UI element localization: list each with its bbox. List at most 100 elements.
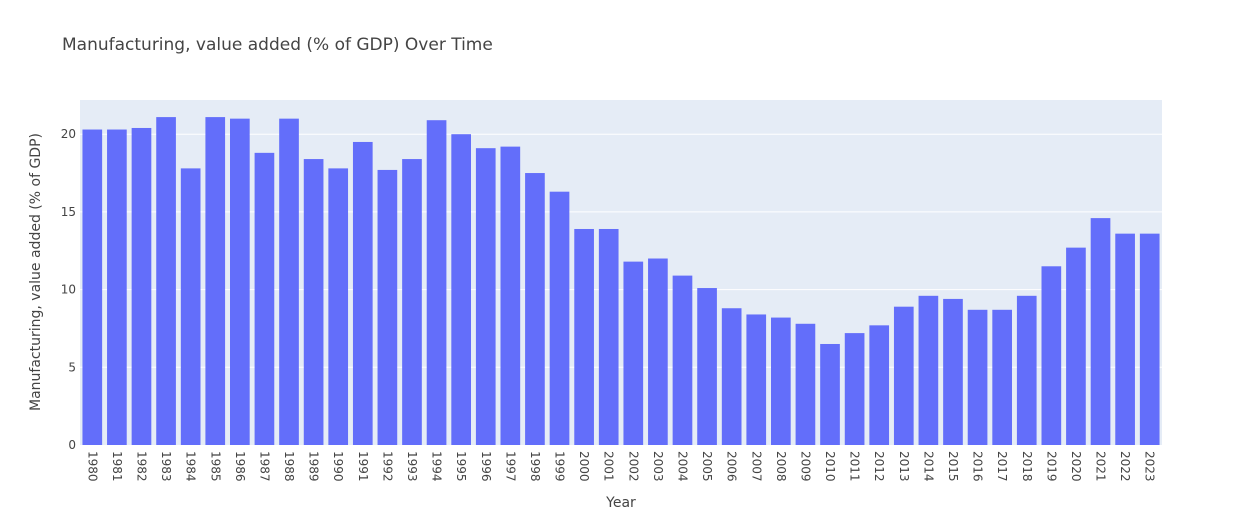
y-axis-ticks: 0 5 10 15 20 <box>61 127 76 452</box>
x-axis-ticks: 1980 1981 1982 1983 1984 1985 1986 1987 1988 1989… <box>85 451 1156 482</box>
bar-1981 <box>107 129 127 445</box>
x-tick-label: 2014 <box>921 451 935 482</box>
bar-1991 <box>352 141 373 445</box>
bar-2011 <box>844 333 865 445</box>
y-tick-label: 10 <box>61 283 76 297</box>
x-tick-label: 2006 <box>725 451 739 482</box>
y-tick-label: 15 <box>61 205 76 219</box>
x-tick-label: 1992 <box>380 451 394 482</box>
x-tick-label: 1990 <box>331 451 345 482</box>
x-tick-label: 2015 <box>946 451 960 482</box>
bar-2009 <box>795 323 816 445</box>
x-tick-label: 1982 <box>134 451 148 482</box>
bar-2021 <box>1090 218 1111 445</box>
y-axis-title: Manufacturing, value added (% of GDP) <box>28 133 44 411</box>
bar-2023 <box>1139 233 1160 445</box>
x-tick-label: 2003 <box>651 451 665 482</box>
bar-2004 <box>672 275 693 445</box>
bar-1985 <box>205 117 226 445</box>
bar-2014 <box>918 295 939 445</box>
x-tick-label: 2021 <box>1094 451 1108 482</box>
x-tick-label: 1995 <box>454 451 468 482</box>
x-tick-label: 1984 <box>184 451 198 482</box>
bar-2010 <box>820 343 840 445</box>
bar-2005 <box>697 288 717 445</box>
bar-1988 <box>279 118 299 445</box>
x-tick-label: 2000 <box>577 451 591 482</box>
x-tick-label: 1986 <box>233 451 247 482</box>
bar-1987 <box>254 152 275 446</box>
y-tick-label: 20 <box>61 127 76 141</box>
bar-2017 <box>992 309 1012 445</box>
bar-2019 <box>1041 266 1062 445</box>
x-tick-label: 2019 <box>1044 451 1058 482</box>
x-tick-label: 2004 <box>675 451 689 482</box>
x-tick-label: 2001 <box>602 451 616 482</box>
x-tick-label: 2009 <box>798 451 812 482</box>
bar-1999 <box>549 191 570 445</box>
x-tick-label: 2005 <box>700 451 714 482</box>
bar-1980 <box>82 129 103 445</box>
x-tick-label: 1993 <box>405 451 419 482</box>
bar-1997 <box>500 146 521 445</box>
x-tick-label: 1989 <box>307 451 321 482</box>
bar-2003 <box>648 258 668 445</box>
bar-2007 <box>746 314 767 445</box>
x-tick-label: 1983 <box>159 451 173 482</box>
x-tick-label: 1999 <box>553 451 567 482</box>
x-tick-label: 2018 <box>1020 451 1034 482</box>
bar-1995 <box>451 134 471 445</box>
x-tick-label: 2011 <box>848 451 862 482</box>
x-tick-label: 2002 <box>626 451 640 482</box>
bar-1984 <box>180 168 201 446</box>
x-tick-label: 1997 <box>503 451 517 482</box>
bar-2013 <box>893 306 914 445</box>
x-tick-label: 2023 <box>1143 451 1157 482</box>
x-tick-label: 2010 <box>823 451 837 482</box>
y-tick-label: 0 <box>68 438 76 452</box>
x-tick-label: 1996 <box>479 451 493 482</box>
bar-1983 <box>156 117 176 445</box>
bar-2006 <box>721 308 742 445</box>
x-tick-label: 1991 <box>356 451 370 482</box>
bar-2016 <box>967 309 988 445</box>
bars <box>82 117 1160 446</box>
bar-1990 <box>328 168 349 446</box>
x-tick-label: 2016 <box>971 451 985 482</box>
x-axis-title: Year <box>605 495 636 511</box>
x-tick-label: 2020 <box>1069 451 1083 482</box>
y-tick-label: 5 <box>68 360 76 374</box>
x-tick-label: 1985 <box>208 451 222 482</box>
x-tick-label: 2008 <box>774 451 788 482</box>
chart-title: Manufacturing, value added (% of GDP) Ov… <box>62 35 493 55</box>
x-tick-label: 1998 <box>528 451 542 482</box>
bar-2002 <box>623 261 644 445</box>
bar-2008 <box>771 317 791 445</box>
bar-2022 <box>1115 233 1135 445</box>
bar-2018 <box>1016 295 1037 445</box>
bar-2001 <box>598 228 619 445</box>
bar-1992 <box>377 169 398 445</box>
bar-2015 <box>943 298 963 445</box>
bar-1996 <box>475 148 496 446</box>
x-tick-label: 1987 <box>257 451 271 482</box>
x-tick-label: 2017 <box>995 451 1009 482</box>
bar-2000 <box>574 228 594 445</box>
bar-1993 <box>402 159 422 445</box>
bar-2020 <box>1066 247 1086 445</box>
bar-1994 <box>426 120 447 446</box>
x-tick-label: 2012 <box>872 451 886 482</box>
x-tick-label: 1981 <box>110 451 124 482</box>
x-tick-label: 1988 <box>282 451 296 482</box>
bar-2012 <box>869 325 890 445</box>
bar-1989 <box>303 159 324 445</box>
x-tick-label: 2022 <box>1118 451 1132 482</box>
bar-1998 <box>525 173 545 446</box>
bar-1986 <box>230 118 250 445</box>
bar-1982 <box>131 127 152 446</box>
x-tick-label: 2007 <box>749 451 763 482</box>
x-tick-label: 2013 <box>897 451 911 482</box>
x-tick-label: 1994 <box>430 451 444 482</box>
x-tick-label: 1980 <box>85 451 99 482</box>
